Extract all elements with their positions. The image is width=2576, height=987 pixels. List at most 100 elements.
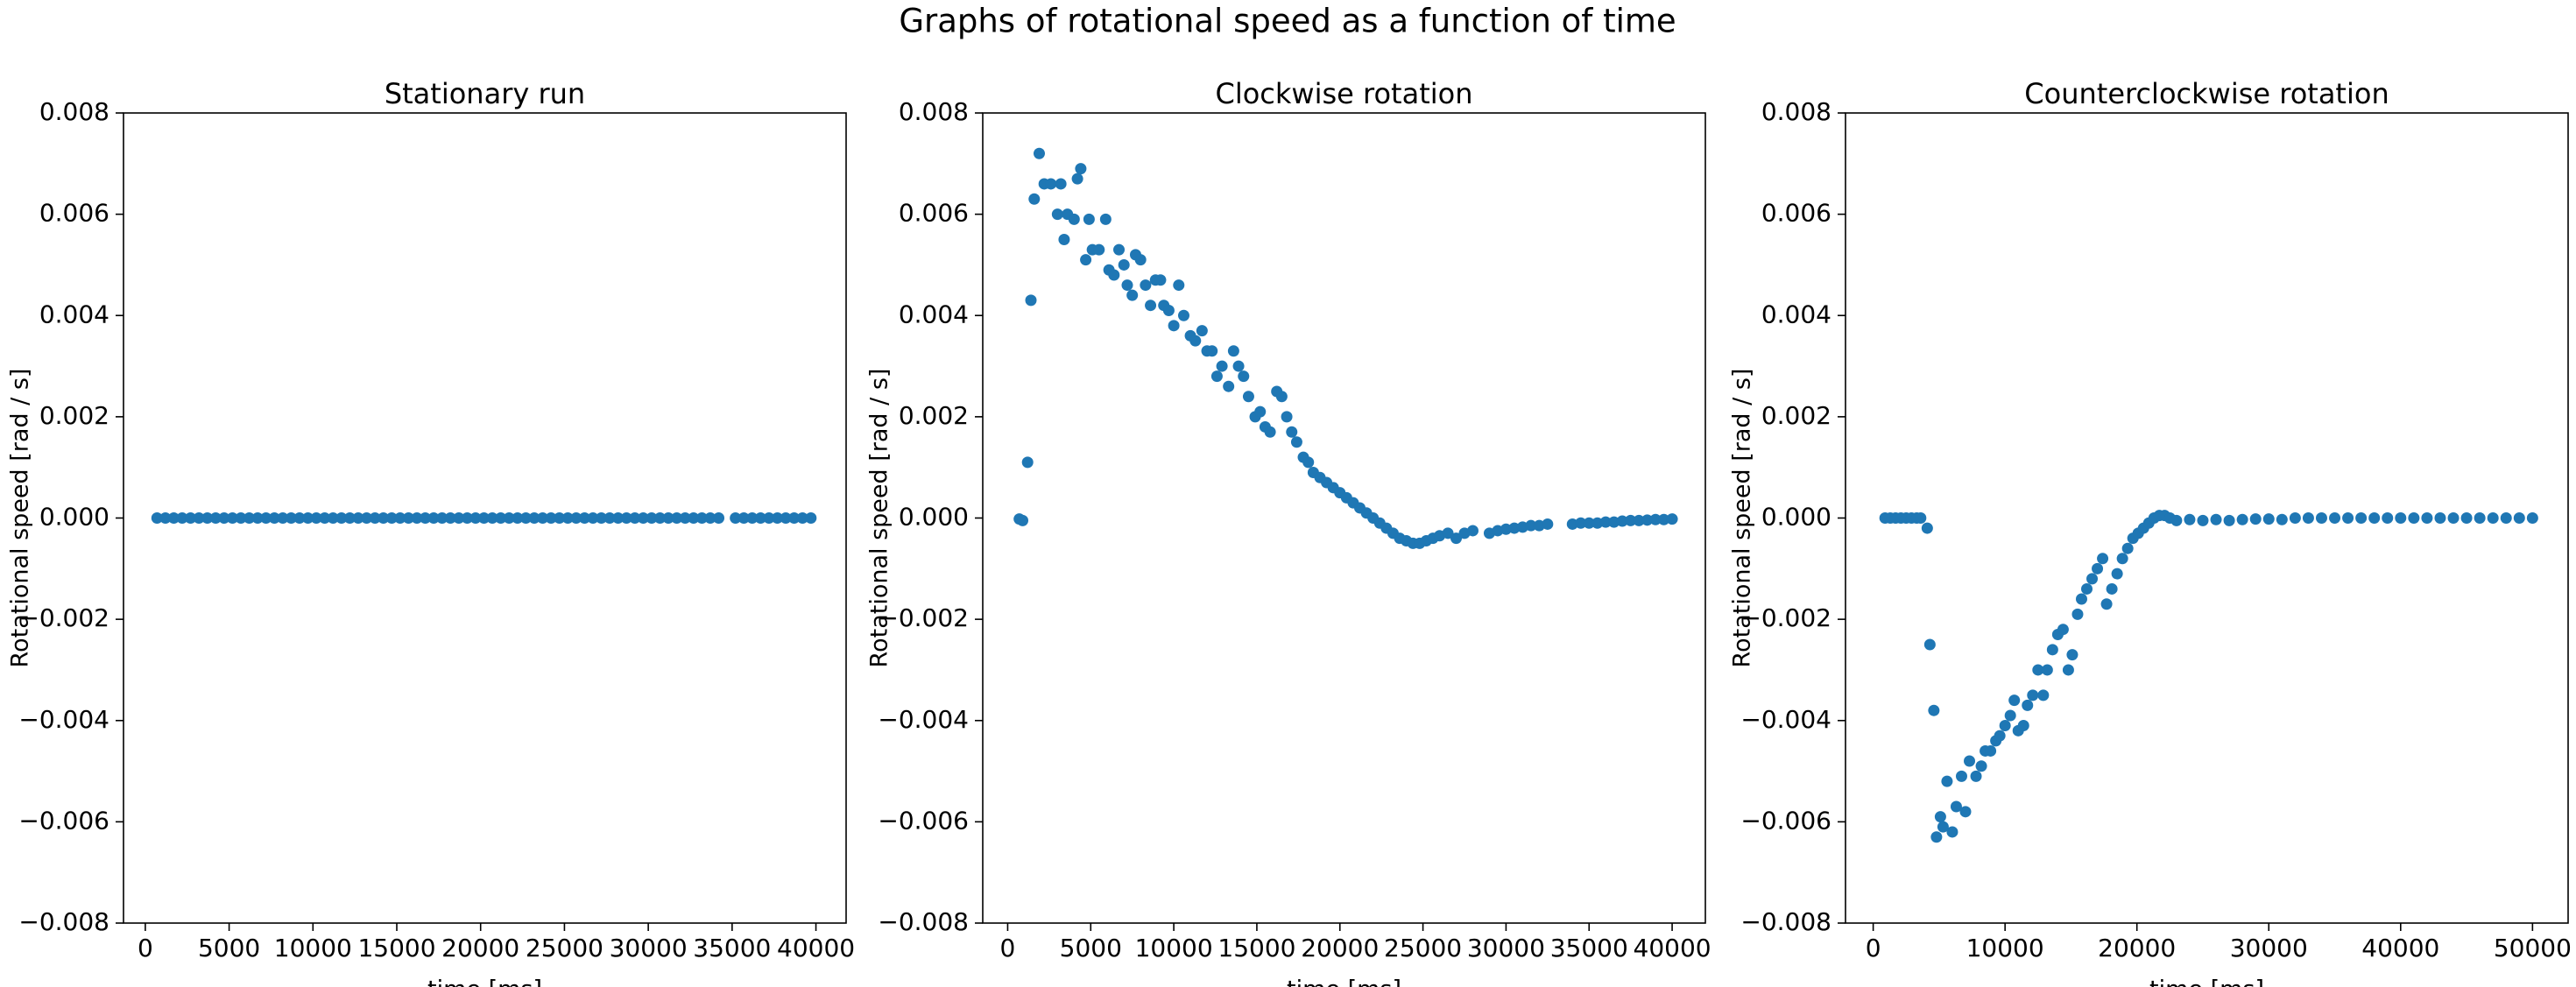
data-point [243, 512, 256, 524]
data-point [2121, 542, 2134, 554]
axes-frame [982, 112, 1706, 924]
data-point [528, 512, 540, 524]
data-point [2075, 593, 2087, 605]
data-point [2447, 512, 2460, 524]
data-point [361, 512, 373, 524]
data-point [1071, 173, 1083, 185]
data-point [293, 512, 306, 524]
x-tick-label: 0 [1000, 934, 1016, 962]
data-point [2513, 512, 2525, 524]
data-point [176, 512, 188, 524]
data-point [2004, 709, 2016, 722]
data-point [1649, 513, 1662, 525]
x-tick-label: 40000 [777, 934, 855, 962]
data-point [226, 512, 238, 524]
data-point [1937, 821, 1949, 833]
data-point [1045, 178, 1057, 190]
y-tick-label: 0.008 [899, 97, 969, 126]
x-tick-label: 20000 [2098, 934, 2176, 962]
data-point [1189, 335, 1202, 347]
data-point [1223, 380, 1235, 392]
data-point [2041, 664, 2053, 676]
y-tick-label: 0.006 [899, 199, 969, 228]
data-point [1264, 426, 1276, 438]
data-point [1080, 254, 1092, 266]
data-point [436, 512, 448, 524]
data-point [578, 512, 590, 524]
data-point [2421, 512, 2433, 524]
y-tick-label: −0.004 [18, 705, 109, 734]
data-point [746, 512, 759, 524]
data-point [2046, 644, 2058, 656]
data-point [1275, 391, 1288, 403]
data-point [159, 512, 172, 524]
data-point [2355, 512, 2368, 524]
data-point [1154, 274, 1167, 286]
data-point [1442, 527, 1454, 539]
y-tick-label: 0.004 [39, 300, 109, 328]
data-point [2500, 512, 2512, 524]
data-point [2071, 608, 2084, 620]
axes-frame [123, 112, 847, 924]
x-tick-label: 20000 [441, 934, 519, 962]
data-point [519, 512, 532, 524]
data-point [1302, 456, 1315, 469]
data-point [369, 512, 381, 524]
data-point [738, 512, 750, 524]
data-point [637, 512, 649, 524]
data-point [772, 512, 784, 524]
data-point [2474, 512, 2486, 524]
data-point [796, 512, 808, 524]
data-point [1525, 519, 1537, 532]
data-point [343, 512, 356, 524]
data-point [2092, 562, 2104, 575]
y-tick-label: 0.002 [39, 401, 109, 430]
data-point [561, 512, 574, 524]
data-point [780, 512, 792, 524]
data-point [193, 512, 205, 524]
data-point [2262, 513, 2275, 525]
data-point [1177, 309, 1189, 321]
data-point [310, 512, 322, 524]
data-point [2526, 512, 2538, 524]
data-point [2223, 514, 2235, 526]
data-point [1113, 243, 1126, 256]
x-axis-label: time [ms] [427, 976, 542, 987]
data-point [453, 512, 465, 524]
y-tick-label: 0.002 [899, 401, 969, 430]
data-point [1232, 360, 1245, 372]
data-point [1075, 163, 1087, 175]
data-point [2289, 512, 2301, 524]
x-tick-label: 25000 [1384, 934, 1462, 962]
data-point [2382, 512, 2394, 524]
data-point [654, 512, 667, 524]
data-point [427, 512, 440, 524]
data-point [1985, 744, 1997, 757]
data-point [1108, 269, 1120, 281]
data-point [1126, 289, 1139, 301]
x-tick-label: 25000 [526, 934, 603, 962]
data-point [1206, 345, 1218, 357]
y-tick-label: −0.006 [18, 806, 109, 835]
data-point [235, 512, 247, 524]
y-tick-label: −0.008 [878, 907, 969, 936]
data-point [1021, 456, 1034, 469]
subplot-title: Stationary run [385, 77, 585, 110]
data-point [1666, 513, 1678, 525]
data-point [411, 512, 423, 524]
data-point [1583, 517, 1595, 529]
data-point [486, 512, 498, 524]
data-point [1955, 770, 1967, 782]
data-point [2097, 553, 2109, 565]
data-point [1970, 770, 1982, 782]
y-tick-label: −0.004 [878, 705, 969, 734]
data-point [512, 512, 524, 524]
x-tick-label: 30000 [2230, 934, 2308, 962]
data-point [1641, 514, 1654, 526]
axes-frame [1845, 112, 2569, 924]
data-point [1025, 294, 1037, 307]
data-point [596, 512, 608, 524]
data-point [2460, 512, 2473, 524]
data-point [503, 512, 515, 524]
